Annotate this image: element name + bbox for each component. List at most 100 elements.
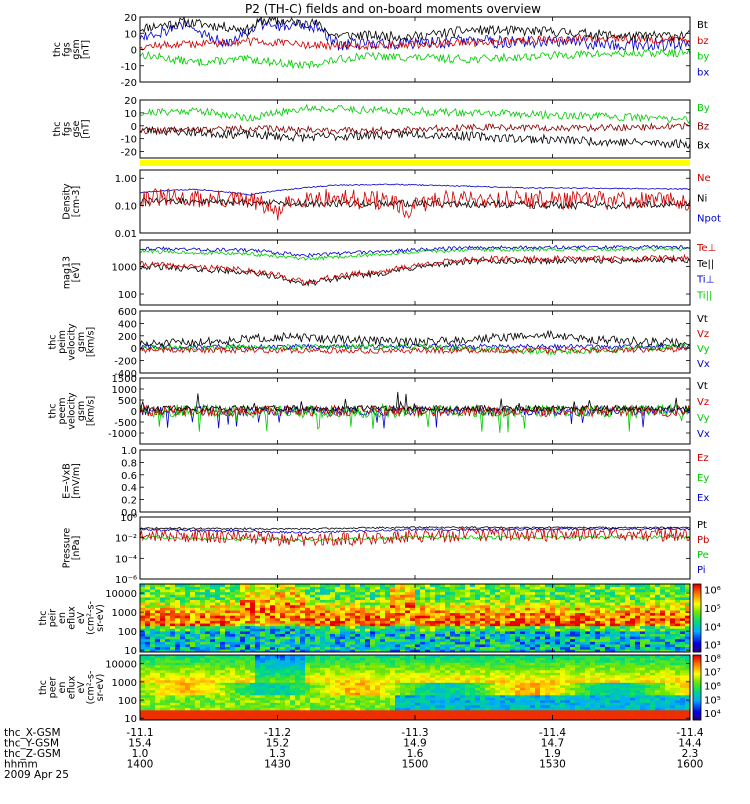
spectrogram-cell	[440, 697, 446, 701]
spectrogram-cell	[190, 685, 196, 688]
spectrogram-cell	[270, 657, 276, 661]
spectrogram-cell	[180, 589, 186, 593]
spectrogram-cell	[240, 690, 246, 693]
spectrogram-cell	[295, 623, 301, 627]
spectrogram-cell	[265, 662, 271, 666]
spectrogram-cell	[550, 597, 556, 600]
spectrogram-cell	[165, 618, 171, 621]
spectrogram-cell	[200, 591, 206, 595]
spectrogram-cell	[515, 646, 521, 650]
spectrogram-cell	[495, 597, 501, 600]
spectrogram-cell	[425, 623, 431, 627]
spectrogram-cell	[375, 649, 381, 653]
spectrogram-cell	[140, 615, 146, 619]
spectrogram-cell	[265, 660, 271, 663]
spectrogram-cell	[390, 623, 396, 627]
spectrogram-cell	[520, 589, 526, 593]
spectrogram-cell	[185, 712, 191, 716]
spectrogram-cell	[155, 625, 161, 629]
spectrogram-cell	[680, 597, 686, 600]
spectrogram-cell	[370, 633, 376, 637]
spectrogram-cell	[665, 638, 671, 642]
spectrogram-cell	[475, 602, 481, 606]
legend-entry: Ez	[697, 453, 709, 464]
spectrogram-cell	[400, 628, 406, 632]
y-tick-label: 10⁻⁴	[115, 554, 137, 565]
spectrogram-cell	[180, 707, 186, 711]
spectrogram-cell	[505, 628, 511, 632]
spectrogram-cell	[155, 638, 161, 642]
spectrogram-cell	[170, 697, 176, 701]
ylabel-line: thc	[52, 122, 63, 137]
spectrogram-cell	[355, 633, 361, 637]
spectrogram-cell	[270, 685, 276, 688]
spectrogram-cell	[435, 607, 441, 611]
spectrogram-cell	[220, 717, 226, 721]
spectrogram-cell	[175, 638, 181, 642]
spectrogram-cell	[535, 604, 541, 608]
spectrogram-cell	[430, 705, 436, 708]
spectrogram-cell	[470, 665, 476, 668]
spectrogram-cell	[545, 620, 551, 624]
spectrogram-cell	[425, 620, 431, 624]
spectrogram-cell	[460, 717, 466, 721]
spectrogram-cell	[260, 695, 266, 698]
spectrogram-cell	[285, 665, 291, 668]
spectrogram-cell	[320, 675, 326, 678]
spectrogram-cell	[340, 620, 346, 624]
spectrogram-cell	[205, 677, 211, 681]
spectrogram-cell	[470, 612, 476, 616]
spectrogram-cell	[410, 599, 416, 603]
spectrogram-cell	[675, 610, 681, 614]
spectrogram-cell	[495, 702, 501, 706]
spectrogram-cell	[295, 707, 301, 711]
spectrogram-cell	[360, 636, 366, 640]
spectrogram-cell	[445, 604, 451, 608]
spectrogram-cell	[480, 602, 486, 606]
spectrogram-cell	[215, 641, 221, 645]
spectrogram-cell	[465, 655, 471, 658]
spectrogram-cell	[630, 649, 636, 653]
spectrogram-cell	[660, 638, 666, 642]
spectrogram-cell	[350, 667, 356, 671]
spectrogram-cell	[410, 662, 416, 666]
spectrogram-cell	[310, 607, 316, 611]
spectrogram-cell	[685, 594, 691, 598]
spectrogram-cell	[185, 670, 191, 673]
spectrogram-cell	[220, 589, 226, 593]
spectrogram-cell	[670, 644, 676, 648]
spectrogram-cell	[445, 655, 451, 658]
spectrogram-cell	[535, 586, 541, 590]
spectrogram-cell	[290, 697, 296, 701]
spectrogram-cell	[295, 665, 301, 668]
spectrogram-cell	[445, 620, 451, 624]
spectrogram-cell	[470, 710, 476, 713]
spectrogram-cell	[335, 636, 341, 640]
spectrogram-cell	[675, 633, 681, 637]
spectrogram-cell	[280, 628, 286, 632]
spectrogram-cell	[345, 610, 351, 614]
spectrogram-cell	[510, 710, 516, 713]
spectrogram-cell	[450, 584, 456, 587]
spectrogram-cell	[430, 675, 436, 678]
spectrogram-cell	[300, 695, 306, 698]
spectrogram-cell	[345, 692, 351, 696]
spectrogram-cell	[430, 657, 436, 661]
spectrogram-cell	[455, 641, 461, 645]
spectrogram-cell	[490, 610, 496, 614]
spectrogram-cell	[210, 633, 216, 637]
spectrogram-cell	[440, 707, 446, 711]
spectrogram-cell	[180, 638, 186, 642]
spectrogram-cell	[185, 695, 191, 698]
spectrogram-cell	[650, 597, 656, 600]
spectrogram-cell	[400, 712, 406, 716]
spectrogram-cell	[490, 623, 496, 627]
spectrogram-cell	[195, 620, 201, 624]
spectrogram-cell	[175, 655, 181, 658]
spectrogram-cell	[570, 586, 576, 590]
spectrogram-cell	[615, 633, 621, 637]
spectrogram-cell	[165, 625, 171, 629]
spectrogram-cell	[345, 589, 351, 593]
spectrogram-cell	[470, 690, 476, 693]
spectrogram-cell	[490, 646, 496, 650]
